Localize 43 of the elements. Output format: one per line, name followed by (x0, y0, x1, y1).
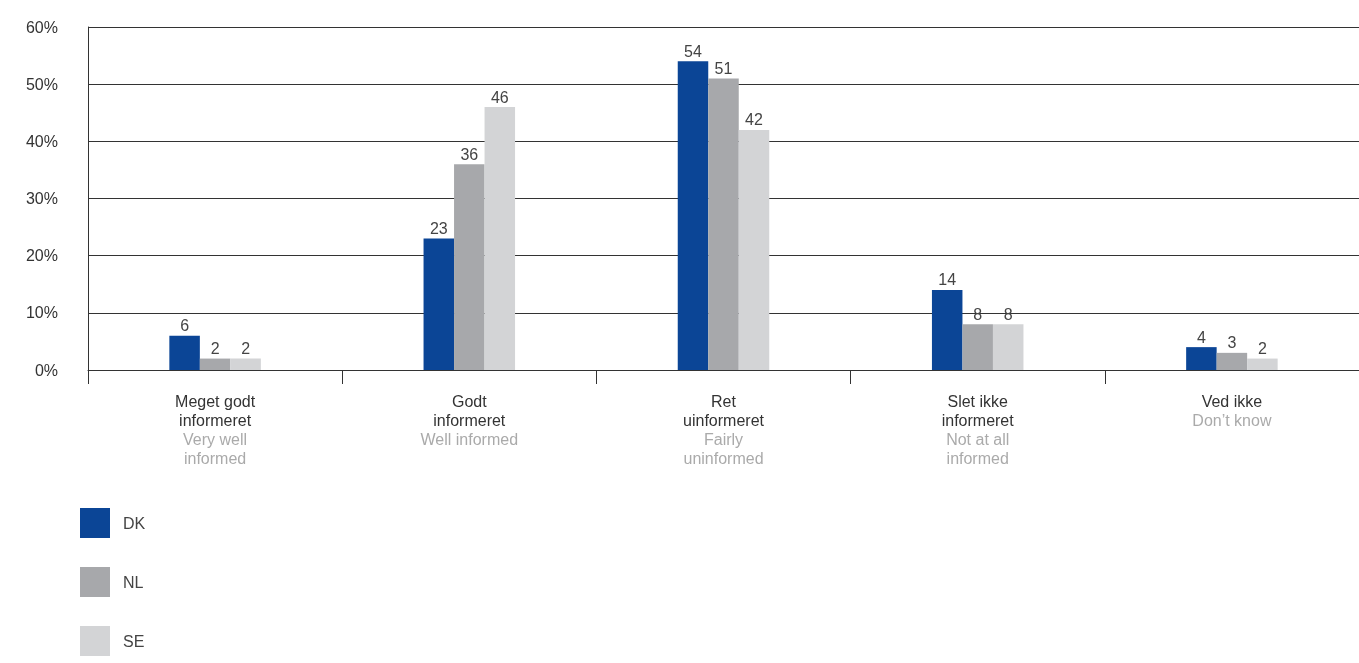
y-tick-label: 50% (25, 75, 58, 93)
legend-label: DK (123, 514, 146, 532)
bar (1186, 347, 1217, 370)
bar (1216, 352, 1248, 370)
x-tick-label: Ret uinformeret Fairly uninformed (683, 393, 765, 467)
bar (454, 164, 485, 370)
data-label: 54 (684, 42, 702, 60)
y-tick-label: 20% (25, 247, 58, 265)
bar (708, 78, 739, 370)
x-tick-label: Meget godt informeret Very well informed (175, 393, 256, 467)
bar (992, 324, 1024, 370)
y-tick-label: 0% (34, 361, 58, 379)
x-tick-label: Godt informeret Well informed (420, 393, 519, 448)
legend-label: SE (123, 632, 145, 650)
y-tick-label: 60% (25, 18, 58, 36)
bar (423, 238, 455, 370)
data-label: 2 (210, 340, 220, 358)
bar (738, 129, 770, 370)
data-label: 2 (1257, 340, 1267, 358)
bar (1247, 358, 1278, 370)
bar (931, 289, 963, 370)
y-tick-label: 40% (25, 132, 58, 150)
bar (230, 358, 261, 370)
data-label: 46 (490, 88, 509, 106)
data-label: 2 (241, 340, 251, 358)
data-label: 36 (460, 145, 479, 163)
bar (962, 324, 993, 370)
data-label: 14 (938, 271, 957, 289)
y-tick-label: 10% (25, 304, 58, 322)
y-tick-label: 30% (25, 190, 58, 207)
bar (677, 61, 709, 370)
data-label: 3 (1227, 334, 1237, 352)
data-label: 6 (180, 317, 190, 335)
data-label: 51 (714, 59, 733, 77)
legend-label: NL (123, 573, 144, 591)
data-label: 42 (745, 111, 763, 129)
data-label: 4 (1196, 328, 1206, 346)
data-label: 23 (429, 220, 448, 238)
x-tick-label: Slet ikke informeret Not at all informed (941, 393, 1015, 467)
bar (484, 107, 516, 370)
x-tick-label: Ved ikke Don’t know (1192, 393, 1272, 429)
bar (199, 358, 231, 370)
bar (169, 335, 200, 370)
